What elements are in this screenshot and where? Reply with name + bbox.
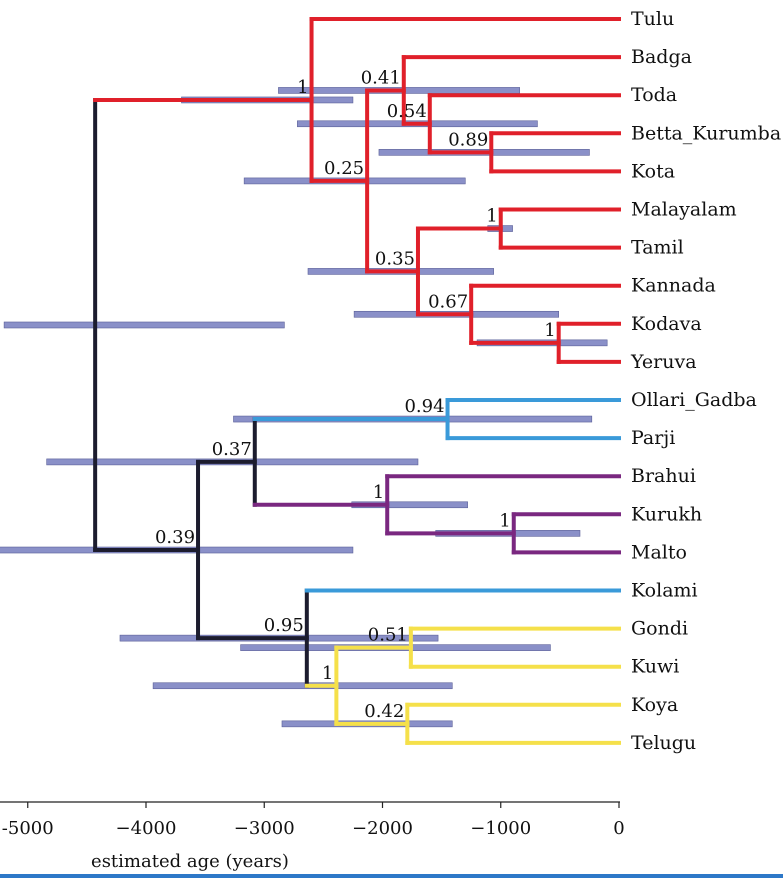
x-tick-label-2: −3000 [234,818,295,839]
x-tick-label-1: −4000 [116,818,177,839]
tip-label-brahui: Brahui [631,465,696,487]
tip-label-ollari-gadba: Ollari_Gadba [631,389,757,411]
tip-label-tulu: Tulu [631,8,674,30]
support-sd: 1 [297,77,308,98]
tip-label-kodava: Kodava [631,313,702,335]
tip-label-gondi: Gondi [631,618,688,640]
x-tick-label-4: −1000 [470,818,531,839]
x-axis: -5000 −4000 −3000 −2000 −1000 0 estimated age… [0,801,625,872]
x-axis-title: estimated age (years) [91,851,289,872]
ci-bar-root [3,321,285,329]
support-sc: 1 [322,663,333,684]
tip-label-parji: Parji [631,427,675,449]
support-nil2: 0.54 [387,101,427,122]
support-cd: 0.95 [264,615,304,636]
tip-label-kolami: Kolami [631,580,698,602]
x-tick-label-5: 0 [613,818,624,839]
support-cnd: 0.39 [155,527,195,548]
x-tick-label-3: −2000 [352,818,413,839]
tip-label-betta-kurumba: Betta_Kurumba [631,122,781,144]
tip-label-yeruva: Yeruva [630,351,697,373]
tip-label-tamil: Tamil [631,237,684,259]
tip-label-kurukh: Kurukh [631,503,702,525]
support-kod: 1 [544,320,555,341]
tip-label-malto: Malto [631,541,687,563]
tip-label-kuwi: Kuwi [631,656,679,678]
support-kt: 0.42 [364,701,404,722]
support-sd2: 0.25 [324,158,364,179]
support-nilgiri: 0.41 [361,67,401,88]
support-nil3: 0.89 [448,129,488,150]
support-gk: 0.51 [368,625,408,646]
tip-label-kannada: Kannada [631,275,716,297]
tree-branches [93,17,621,745]
ci-bar-sc [152,682,453,690]
tip-label-telugu: Telugu [631,732,696,754]
tip-label-toda: Toda [631,84,677,106]
support-cn: 0.37 [212,439,252,460]
support-kan: 0.67 [428,291,468,312]
bottom-border [0,874,783,878]
support-km: 1 [499,510,510,531]
tip-label-badga: Badga [631,46,692,68]
tip-label-koya: Koya [631,694,678,716]
support-maltam: 1 [486,206,497,227]
tip-label-kota: Kota [631,160,675,182]
support-nd: 1 [373,482,384,503]
x-tick-label-0: -5000 [2,818,54,839]
support-sd3: 0.35 [375,248,415,269]
support-olp: 0.94 [404,396,444,417]
tip-label-malayalam: Malayalam [631,199,737,221]
support-values: 1 0.25 0.41 0.54 0.89 0.35 1 0.67 1 0.39 0.37 0.94 1… [155,67,556,721]
tip-labels: Tulu Badga Toda Betta_Kurumba Kota Malayalam T… [630,8,781,754]
